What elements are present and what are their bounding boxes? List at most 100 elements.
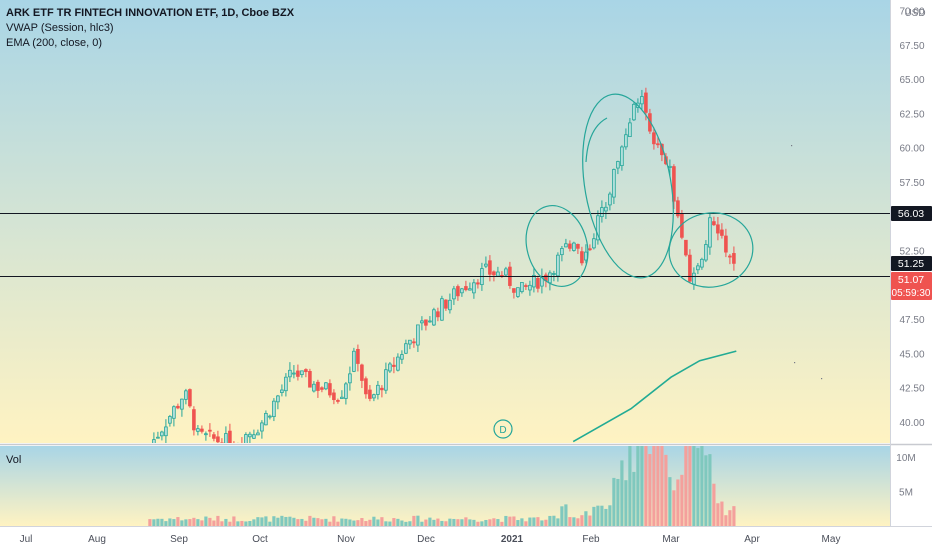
candle xyxy=(536,275,540,293)
candle xyxy=(452,285,456,305)
volume-tick-label: 5M xyxy=(899,487,913,498)
volume-bar xyxy=(268,521,272,526)
x-tick-label: Aug xyxy=(88,534,106,545)
volume-bar xyxy=(708,454,712,526)
volume-bar xyxy=(568,517,572,526)
candle xyxy=(412,338,416,348)
volume-bar xyxy=(548,515,552,526)
candle xyxy=(468,282,472,291)
volume-bar xyxy=(272,516,276,526)
volume-bars xyxy=(148,446,736,526)
candle xyxy=(676,196,680,219)
candle xyxy=(244,432,248,443)
volume-label[interactable]: Vol xyxy=(6,454,22,466)
symbol-title[interactable]: ARK ETF TR FINTECH INNOVATION ETF, 1D, C… xyxy=(6,7,295,19)
candle xyxy=(348,366,352,391)
volume-bar xyxy=(356,520,360,526)
candle xyxy=(616,160,620,175)
volume-bar xyxy=(676,479,680,526)
candle xyxy=(420,316,424,331)
candle xyxy=(656,137,660,148)
volume-pane-bg xyxy=(0,446,890,526)
candle xyxy=(384,362,388,394)
volume-bar xyxy=(320,519,324,526)
candle xyxy=(220,438,224,443)
volume-bar xyxy=(160,518,164,526)
candle xyxy=(152,432,156,443)
candle xyxy=(464,280,468,292)
candle xyxy=(388,361,392,373)
volume-bar xyxy=(692,446,696,526)
price-tag-last-close[interactable]: 51.25 xyxy=(891,256,932,271)
volume-bar xyxy=(608,505,612,526)
volume-bar xyxy=(204,516,208,526)
y-tick-label: 60.00 xyxy=(899,144,924,155)
head-arc-stroke[interactable] xyxy=(585,117,608,163)
volume-bar xyxy=(724,515,728,526)
volume-bar xyxy=(592,506,596,526)
volume-bar xyxy=(540,520,544,526)
volume-bar xyxy=(660,446,664,526)
indicator-ema[interactable]: EMA (200, close, 0) xyxy=(6,37,102,49)
volume-bar xyxy=(188,519,192,526)
candle xyxy=(652,127,656,150)
volume-bar xyxy=(596,505,600,526)
candle xyxy=(672,164,676,209)
y-tick-label: 57.50 xyxy=(899,178,924,189)
candle xyxy=(560,246,564,262)
candle xyxy=(288,362,292,383)
volume-bar xyxy=(156,518,160,526)
volume-bar xyxy=(324,518,328,526)
volume-bar xyxy=(168,518,172,526)
x-tick-label: Dec xyxy=(417,534,435,545)
candle xyxy=(728,253,732,265)
volume-bar xyxy=(556,518,560,526)
volume-bar xyxy=(316,518,320,526)
right-shoulder-circle[interactable] xyxy=(663,206,759,293)
candle xyxy=(392,357,396,374)
volume-bar xyxy=(208,517,212,526)
volume-bar xyxy=(452,518,456,526)
volume-bar xyxy=(516,520,520,526)
volume-bar xyxy=(192,517,196,526)
volume-bar xyxy=(528,517,532,526)
x-tick-label: Sep xyxy=(170,534,188,545)
volume-bar xyxy=(632,471,636,526)
price-tag-resistance[interactable]: 56.03 xyxy=(891,206,932,221)
volume-bar xyxy=(496,519,500,526)
volume-bar xyxy=(288,516,292,526)
volume-axis-ticks: 10M 5M xyxy=(896,453,915,499)
volume-bar xyxy=(456,519,460,526)
volume-bar xyxy=(312,517,316,526)
volume-bar xyxy=(616,478,620,526)
drawings[interactable] xyxy=(493,87,759,439)
x-tick-label: Nov xyxy=(337,534,355,545)
indicator-vwap[interactable]: VWAP (Session, hlc3) xyxy=(6,22,114,34)
candle xyxy=(352,347,356,373)
volume-bar xyxy=(544,519,548,526)
volume-bar xyxy=(360,518,364,526)
bar-countdown: 05:59:30 xyxy=(892,288,931,299)
volume-bar xyxy=(644,446,648,526)
candle xyxy=(184,388,188,405)
left-shoulder-circle[interactable] xyxy=(517,199,596,294)
dividend-circle[interactable] xyxy=(493,419,513,439)
volume-bar xyxy=(604,508,608,526)
candle xyxy=(532,268,536,293)
candle xyxy=(700,257,704,270)
volume-bar xyxy=(332,516,336,526)
candle xyxy=(344,381,348,405)
volume-bar xyxy=(180,520,184,526)
volume-bar xyxy=(344,518,348,526)
candle xyxy=(424,319,428,331)
y-tick-label: 62.50 xyxy=(899,109,924,120)
volume-bar xyxy=(384,521,388,526)
volume-bar xyxy=(152,519,156,526)
candle xyxy=(504,266,508,277)
volume-bar xyxy=(148,519,152,526)
candle xyxy=(264,410,268,426)
candle xyxy=(320,386,324,393)
price-tag-current[interactable]: 51.07 05:59:30 xyxy=(891,272,932,300)
head-circle[interactable] xyxy=(570,87,687,285)
